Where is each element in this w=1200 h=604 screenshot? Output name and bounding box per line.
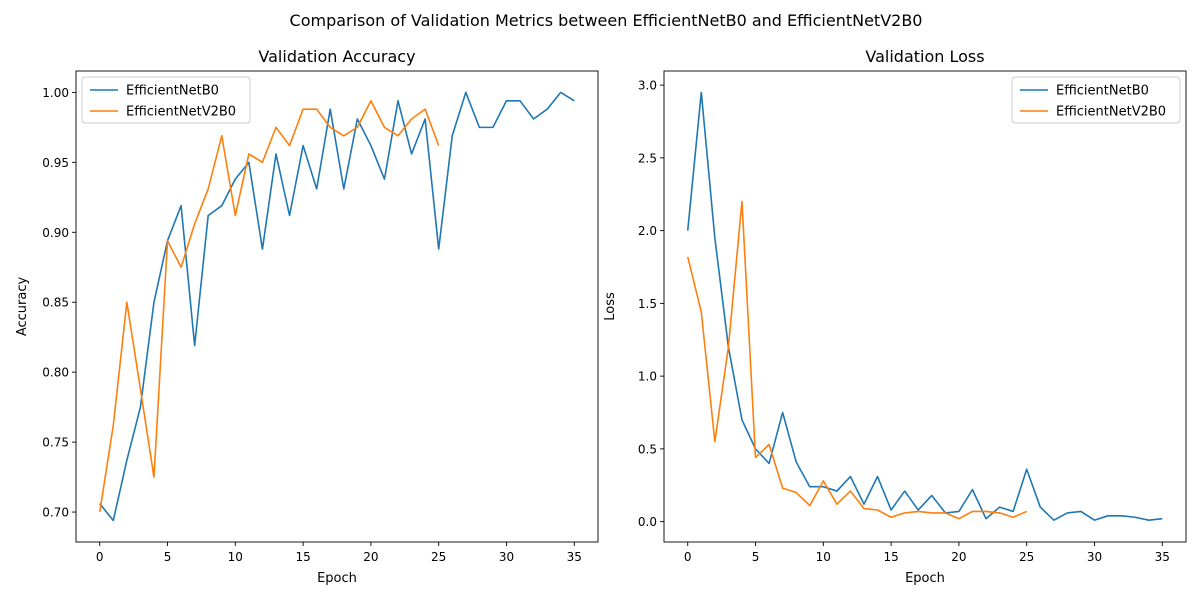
loss-x-tick-label: 30 [1087,550,1102,564]
loss-legend-box [1011,76,1181,124]
accuracy-y-tick-label: 0.75 [42,436,69,450]
loss-chart: Validation Loss Epoch Loss 0 5 10 15 20 25 30 3… [603,47,1187,586]
loss-x-axis-label: Epoch [905,571,945,586]
loss-chart-title: Validation Loss [865,47,984,66]
loss-legend: EfficientNetB0 EfficientNetV2B0 [1011,76,1181,124]
accuracy-chart: Validation Accuracy Epoch Accuracy 0 5 10 1… [15,47,599,586]
accuracy-x-tick-label: 10 [228,550,243,564]
accuracy-x-tick-label: 15 [295,550,310,564]
accuracy-y-tick-label: 0.85 [42,296,69,310]
accuracy-x-tick-label: 0 [96,550,104,564]
loss-y-tick-label: 2.5 [638,151,657,165]
loss-legend-label-EfficientNetB0: EfficientNetB0 [1056,84,1149,99]
loss-x-tick-label: 15 [883,550,898,564]
loss-y-tick-label: 1.5 [638,297,657,311]
accuracy-x-tick-label: 5 [164,550,172,564]
accuracy-x-axis-label: Epoch [317,571,357,586]
accuracy-x-tick-label: 25 [431,550,446,564]
accuracy-y-tick-label: 0.90 [42,226,69,240]
accuracy-x-tick-label: 30 [499,550,514,564]
accuracy-y-tick-label: 0.70 [42,506,69,520]
loss-x-tick-label: 10 [816,550,831,564]
loss-x-tick-label: 25 [1019,550,1034,564]
accuracy-chart-title: Validation Accuracy [258,47,415,66]
accuracy-series-line-EfficientNetB0 [99,91,575,522]
accuracy-legend-label-EfficientNetB0: EfficientNetB0 [126,84,219,99]
loss-series-line-EfficientNetB0 [686,91,1163,521]
loss-y-tick-label: 0.0 [638,515,657,529]
accuracy-x-tick-label: 35 [567,550,582,564]
loss-plot-frame [663,70,1187,543]
loss-y-tick-label: 2.0 [638,224,657,238]
loss-x-tick-label: 5 [752,550,760,564]
loss-y-tick-label: 3.0 [638,79,657,93]
accuracy-legend-box [81,76,251,124]
accuracy-y-tick-label: 0.95 [42,156,69,170]
loss-x-tick-label: 35 [1155,550,1170,564]
loss-y-axis-label: Loss [603,292,618,321]
accuracy-x-tick-label: 20 [363,550,378,564]
accuracy-legend-label-EfficientNetV2B0: EfficientNetV2B0 [126,105,236,120]
loss-series-line-EfficientNetV2B0 [686,200,1028,520]
accuracy-y-tick-label: 1.00 [42,86,69,100]
accuracy-y-tick-label: 0.80 [42,366,69,380]
loss-y-tick-label: 0.5 [638,442,657,456]
loss-x-tick-label: 20 [951,550,966,564]
accuracy-legend: EfficientNetB0 EfficientNetV2B0 [81,76,251,124]
loss-y-tick-label: 1.0 [638,370,657,384]
accuracy-y-axis-label: Accuracy [15,277,30,337]
figure-suptitle: Comparison of Validation Metrics between… [290,11,923,30]
accuracy-plot-frame [75,70,599,543]
loss-x-tick-label: 0 [684,550,692,564]
accuracy-series-line-EfficientNetV2B0 [98,100,440,513]
loss-legend-label-EfficientNetV2B0: EfficientNetV2B0 [1056,105,1166,120]
